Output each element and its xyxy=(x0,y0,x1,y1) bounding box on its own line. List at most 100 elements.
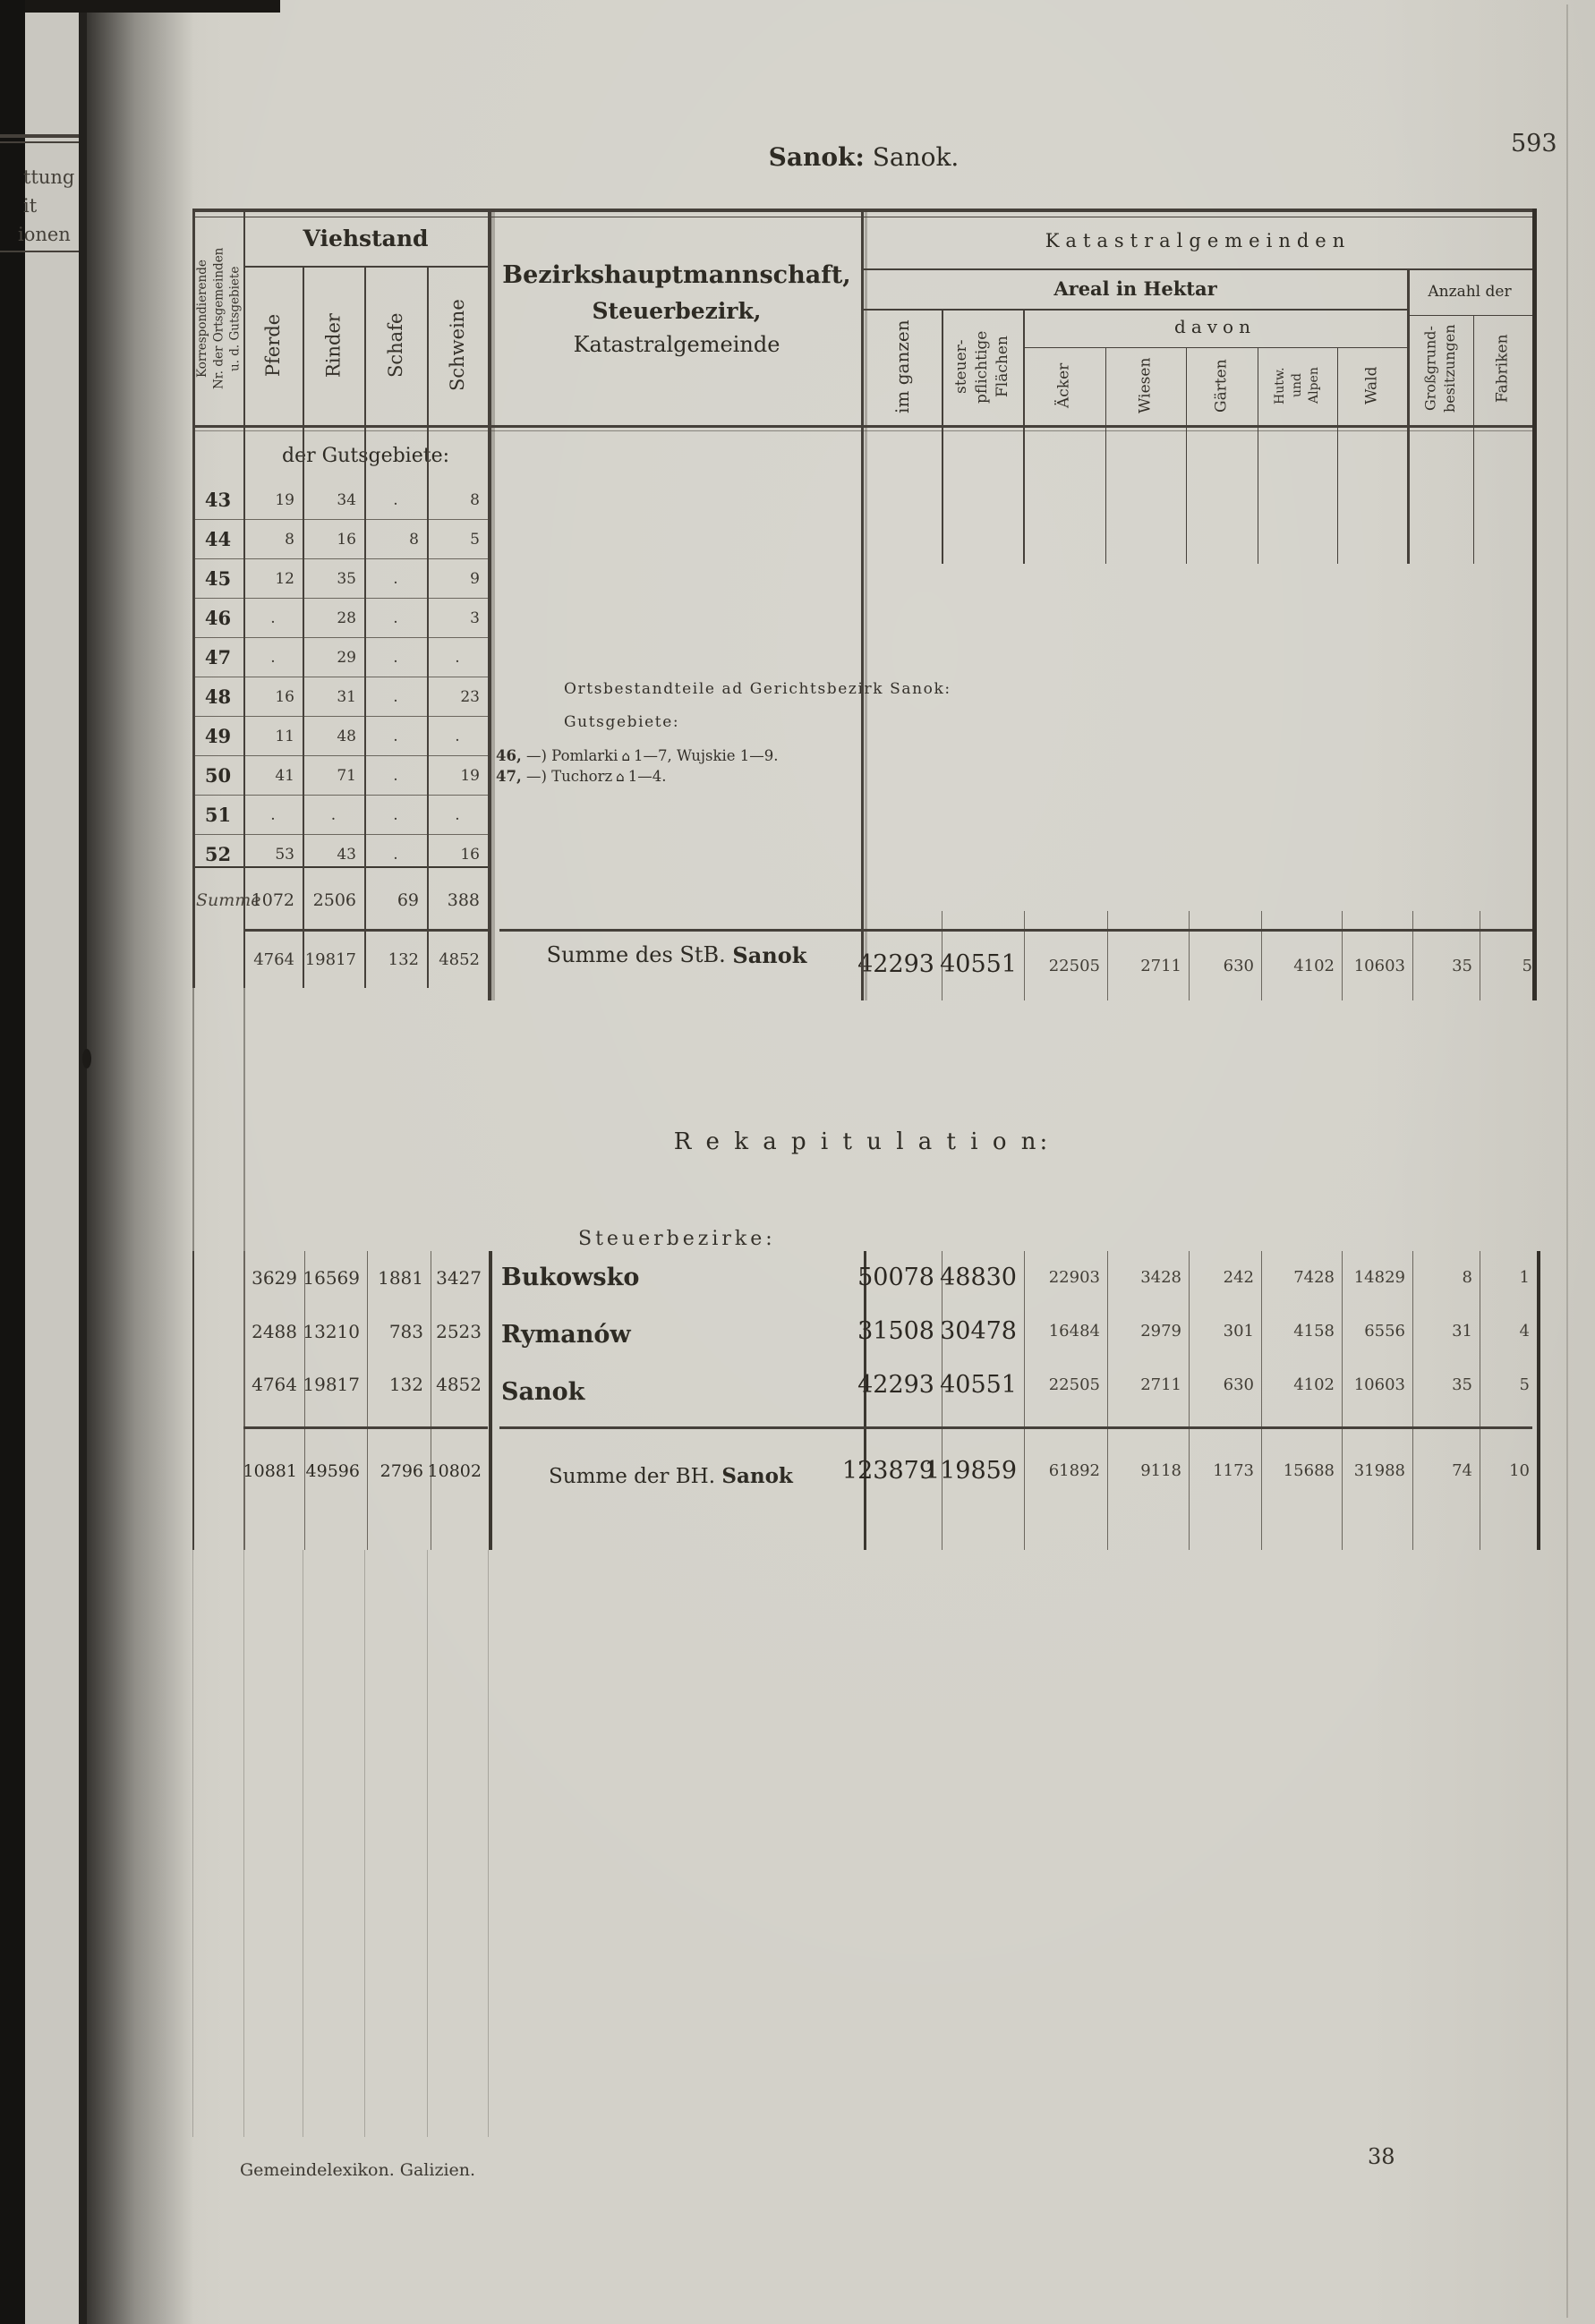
cell: 48830 xyxy=(940,1264,1017,1292)
bh-label-bold: Sanok xyxy=(721,1464,793,1488)
cell: 8 xyxy=(1462,1268,1472,1288)
cell: . xyxy=(330,805,337,824)
row-number: 51 xyxy=(204,804,232,826)
margin-fragment: ttung xyxy=(23,166,75,188)
cell: . xyxy=(393,727,398,745)
steuerbezirk-name: Bukowsko xyxy=(501,1264,640,1291)
rule xyxy=(427,266,429,988)
cell: 5 xyxy=(1519,1375,1530,1394)
cell: 69 xyxy=(397,890,419,910)
cell: 10603 xyxy=(1353,1375,1405,1394)
rule xyxy=(192,988,194,1251)
cell-empty xyxy=(192,931,243,988)
cell: . xyxy=(393,805,398,824)
cell: . xyxy=(393,766,398,785)
row-number: 44 xyxy=(204,528,232,550)
cell: 40551 xyxy=(940,1370,1017,1399)
cell: 388 xyxy=(447,890,480,910)
cell: 71 xyxy=(337,766,356,785)
cell: 132 xyxy=(388,949,419,969)
rule xyxy=(427,1550,428,2137)
gutter-gap xyxy=(79,0,87,2324)
cell: 35 xyxy=(337,569,356,588)
cell: 630 xyxy=(1223,956,1254,975)
cell: 2506 xyxy=(312,890,356,910)
cell: 48 xyxy=(337,727,356,745)
cell: 42293 xyxy=(857,1370,934,1399)
cell: 30478 xyxy=(940,1317,1017,1346)
top-shadow-strip xyxy=(25,0,280,13)
col-hutweiden: Hutw. und Alpen xyxy=(1273,367,1321,404)
note-row-ref: 46, xyxy=(496,747,522,764)
sheet-number: 38 xyxy=(1368,2144,1395,2169)
stb-label-bold: Sanok xyxy=(732,941,807,968)
cell: 8 xyxy=(409,530,419,549)
page-title-rest: Sanok. xyxy=(864,141,960,172)
cell: . xyxy=(393,569,398,588)
note-row-ref: 47, xyxy=(496,768,522,785)
cell: 10 xyxy=(1509,1461,1530,1481)
table-row: 43 19 34. 8 xyxy=(192,481,488,520)
bh-label-pre: Summe der BH. xyxy=(549,1465,722,1488)
cell: . xyxy=(393,845,398,864)
row-number: 49 xyxy=(204,725,232,747)
rule xyxy=(1105,347,1107,564)
table-row: 50 41 71. 19 xyxy=(192,756,488,796)
footer-imprint: Gemeindelexikon. Galizien. xyxy=(240,2160,476,2180)
row-number: 47 xyxy=(204,646,232,668)
cell: . xyxy=(270,805,276,824)
cell: 19817 xyxy=(303,1374,360,1396)
rule xyxy=(0,141,79,143)
rule xyxy=(243,266,488,268)
rule xyxy=(488,1550,489,2137)
cell: . xyxy=(393,490,398,509)
rule xyxy=(192,430,1536,431)
cell: 2523 xyxy=(436,1320,482,1342)
cell: 31508 xyxy=(857,1317,934,1346)
rule xyxy=(864,268,1532,270)
page-right-edge xyxy=(1566,4,1568,2318)
col-wald: Wald xyxy=(1362,366,1381,405)
row-number: 52 xyxy=(204,843,232,865)
col-gaerten: Gärten xyxy=(1212,359,1231,413)
cell: 5 xyxy=(1522,956,1532,975)
cell: 16484 xyxy=(1048,1322,1100,1341)
facing-page-sliver xyxy=(25,0,79,2324)
rule xyxy=(243,1426,488,1429)
cell: 49596 xyxy=(305,1460,360,1481)
cell-empty xyxy=(194,1305,243,1358)
note-text: 1—4. xyxy=(627,768,667,785)
col-im-ganzen: im ganzen xyxy=(891,319,913,414)
rule xyxy=(0,251,79,252)
steuerbezirke-label: Steuerbezirke: xyxy=(578,1228,776,1250)
col-aecker: Äcker xyxy=(1054,362,1073,409)
cell: . xyxy=(455,805,460,824)
cell: . xyxy=(455,727,460,745)
col-wiesen: Wiesen xyxy=(1136,357,1155,414)
cell: 301 xyxy=(1223,1322,1254,1341)
rule xyxy=(499,1426,1532,1429)
rule xyxy=(243,209,245,988)
cell: 28 xyxy=(337,609,356,627)
cell: 22505 xyxy=(1048,1375,1100,1394)
cell: 35 xyxy=(1452,956,1472,975)
cell: 2711 xyxy=(1140,956,1181,975)
cell: 3 xyxy=(470,609,480,627)
cell: 132 xyxy=(388,1374,423,1396)
cell: 4 xyxy=(1519,1322,1530,1341)
cell: 3428 xyxy=(1140,1268,1181,1288)
stb-label-pre: Summe des StB. xyxy=(546,942,733,967)
cell: 19817 xyxy=(304,949,356,969)
cell: 53 xyxy=(275,845,294,864)
cell: 8 xyxy=(470,490,480,509)
cell: 29 xyxy=(337,648,356,667)
cell: 40551 xyxy=(940,949,1017,978)
cell: 13210 xyxy=(303,1320,360,1342)
rule xyxy=(1023,347,1407,349)
cell: 35 xyxy=(1452,1375,1472,1394)
viehstand-totals-row: 4764 19817 132 4852 xyxy=(192,931,488,988)
cell: 10603 xyxy=(1353,956,1405,975)
scan-speck xyxy=(82,1049,91,1068)
rule xyxy=(861,209,864,1000)
